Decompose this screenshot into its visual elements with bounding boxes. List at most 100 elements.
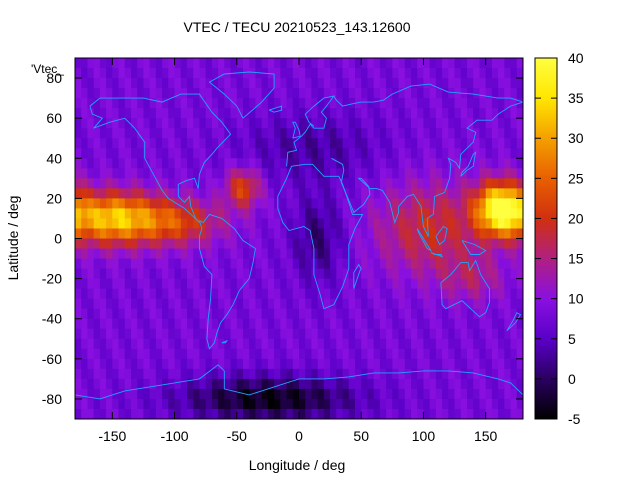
heatmap-cell (230, 198, 238, 210)
heatmap-cell (168, 98, 176, 109)
heatmap-cell (174, 298, 182, 310)
heatmap-cell (93, 368, 101, 380)
heatmap-cell (367, 248, 375, 260)
heatmap-cell (348, 378, 356, 390)
heatmap-cell (504, 68, 512, 79)
heatmap-cell (429, 58, 437, 69)
heatmap-cell (373, 58, 381, 69)
heatmap-cell (187, 68, 194, 79)
heatmap-cell (317, 128, 325, 139)
heatmap-cell (124, 318, 132, 330)
heatmap-cell (467, 408, 474, 419)
heatmap-cell (355, 78, 362, 89)
heatmap-cell (187, 78, 194, 89)
heatmap-cell (280, 118, 288, 129)
heatmap-cell (392, 68, 400, 79)
heatmap-cell (249, 188, 257, 199)
heatmap-cell (286, 188, 294, 199)
heatmap-cell (211, 328, 219, 340)
heatmap-cell (292, 208, 300, 220)
heatmap-cell (261, 78, 269, 89)
heatmap-cell (131, 338, 138, 350)
heatmap-cell (429, 198, 437, 210)
heatmap-cell (311, 148, 319, 159)
heatmap-cell (149, 408, 157, 419)
heatmap-cell (267, 388, 275, 400)
heatmap-cell (386, 98, 393, 109)
heatmap-cell (473, 118, 481, 129)
heatmap-cell (479, 378, 487, 390)
heatmap-cell (286, 358, 294, 370)
heatmap-cell (491, 118, 499, 129)
heatmap-cell (448, 238, 456, 250)
heatmap-cell (162, 308, 169, 320)
heatmap-cell (454, 98, 462, 109)
heatmap-cell (292, 218, 300, 230)
heatmap-cell (193, 248, 201, 260)
heatmap-cell (218, 68, 225, 79)
heatmap-cell (236, 198, 244, 210)
heatmap-cell (112, 58, 120, 69)
heatmap-cell (249, 288, 257, 300)
heatmap-cell (87, 318, 95, 330)
heatmap-cell (392, 308, 400, 320)
heatmap-cell (454, 168, 462, 179)
heatmap-cell (355, 408, 362, 419)
heatmap-cell (211, 168, 219, 179)
heatmap-cell (373, 228, 381, 240)
heatmap-cell (131, 358, 138, 370)
heatmap-cell (379, 298, 387, 310)
heatmap-cell (373, 158, 381, 169)
heatmap-cell (417, 88, 425, 99)
heatmap-cell (442, 168, 449, 179)
heatmap-cell (491, 178, 499, 189)
heatmap-cell (479, 398, 487, 410)
heatmap-cell (355, 318, 362, 330)
heatmap-cell (155, 408, 163, 419)
heatmap-cell (274, 88, 281, 99)
heatmap-cell (305, 258, 313, 270)
heatmap-cell (93, 218, 101, 230)
heatmap-cell (491, 288, 499, 300)
heatmap-cell (467, 228, 474, 240)
heatmap-cell (417, 248, 425, 260)
heatmap-cell (336, 398, 344, 410)
heatmap-cell (479, 348, 487, 360)
heatmap-cell (199, 328, 207, 340)
heatmap-cell (479, 298, 487, 310)
heatmap-cell (311, 258, 319, 270)
heatmap-cell (392, 388, 400, 400)
heatmap-cell (218, 158, 225, 169)
heatmap-cell (292, 88, 300, 99)
heatmap-cell (423, 128, 431, 139)
heatmap-cell (411, 318, 418, 330)
heatmap-cell (386, 198, 393, 210)
heatmap-cell (174, 178, 182, 189)
heatmap-cell (124, 188, 132, 199)
heatmap-cell (373, 188, 381, 199)
heatmap-cell (311, 268, 319, 280)
heatmap-cell (255, 288, 263, 300)
heatmap-cell (99, 68, 107, 79)
heatmap-cell (516, 398, 523, 410)
heatmap-cell (93, 308, 101, 320)
heatmap-cell (280, 78, 288, 89)
heatmap-cell (211, 138, 219, 149)
heatmap-cell (485, 118, 493, 129)
heatmap-cell (143, 228, 151, 240)
heatmap-cell (404, 148, 412, 159)
heatmap-cell (218, 328, 225, 340)
heatmap-cell (280, 168, 288, 179)
heatmap-cell (280, 338, 288, 350)
heatmap-cell (516, 408, 523, 419)
heatmap-cell (124, 298, 132, 310)
heatmap-cell (274, 318, 281, 330)
heatmap-cell (267, 228, 275, 240)
heatmap-cell (386, 88, 393, 99)
heatmap-cell (143, 198, 151, 210)
heatmap-cell (180, 188, 188, 199)
heatmap-cell (299, 308, 306, 320)
heatmap-cell (299, 78, 306, 89)
heatmap-cell (498, 128, 505, 139)
heatmap-cell (255, 408, 263, 419)
